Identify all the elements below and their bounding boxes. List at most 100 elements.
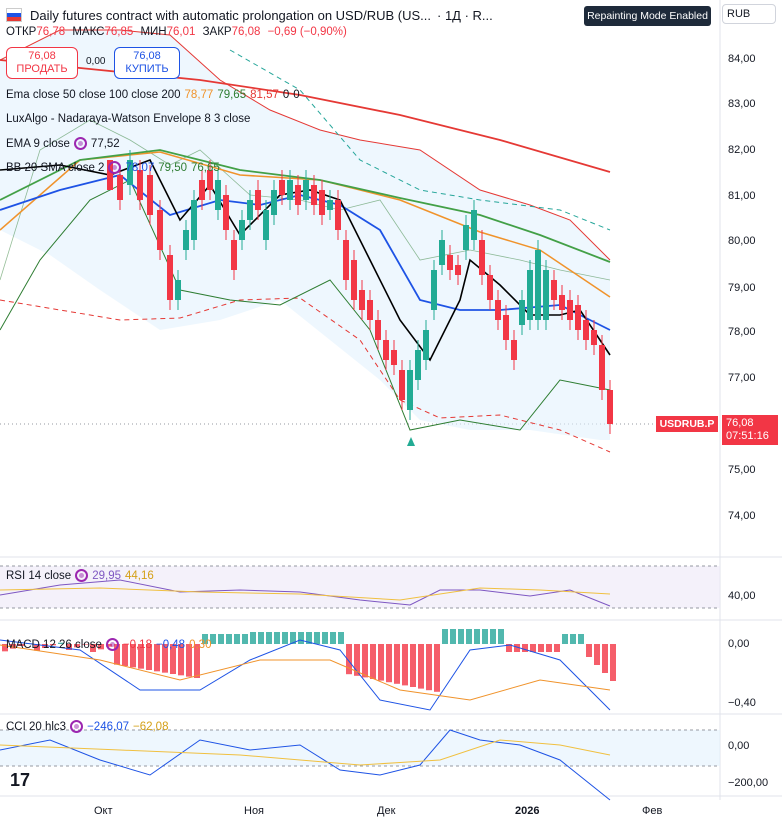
candle — [117, 175, 123, 200]
candle — [207, 170, 213, 190]
candle — [199, 180, 205, 200]
candle — [543, 270, 549, 320]
candle — [583, 320, 589, 340]
candle — [559, 295, 565, 310]
macd-histogram-bar — [58, 642, 64, 644]
close-label: ЗАКР — [202, 26, 232, 38]
open-value: 76,78 — [36, 26, 66, 38]
candle — [439, 240, 445, 265]
candle — [327, 200, 333, 210]
settings-icon[interactable] — [108, 161, 122, 174]
candle — [503, 315, 509, 340]
ohlc-legend: ОТКР76,78 МАКС76,85 МИН76,01 ЗАКР76,08 −… — [6, 26, 351, 38]
currency-label: RUB — [727, 8, 751, 20]
macd-histogram-bar — [410, 644, 416, 687]
settings-icon[interactable] — [75, 569, 89, 582]
macd-histogram-bar — [346, 644, 352, 675]
macd-histogram-bar — [66, 644, 72, 650]
rsi-ma-line — [0, 587, 611, 601]
candle — [407, 370, 413, 410]
macd-histogram-bar — [146, 644, 152, 670]
rsi-axis-label: 40,00 — [728, 590, 756, 602]
time-axis-label: Ноя — [244, 805, 265, 817]
time-axis-label: Фев — [642, 805, 663, 817]
macd-histogram-bar — [362, 644, 368, 678]
repainting-badge: Repainting Mode Enabled — [584, 6, 711, 26]
macd-histogram-bar — [498, 629, 504, 644]
last-price-tag: 76,08 07:51:16 — [722, 415, 778, 445]
price-axis-label: 80,00 — [728, 235, 756, 247]
macd-histogram-bar — [490, 629, 496, 644]
indicator-value: 29,95 — [92, 569, 121, 582]
macd-histogram-bar — [122, 644, 128, 666]
macd-histogram-bar — [426, 644, 432, 691]
macd-histogram-bar — [266, 632, 272, 644]
signal-arrow-icon — [407, 437, 415, 446]
sell-price: 76,08 — [28, 50, 56, 62]
indicator-ema9[interactable]: EMA 9 close 77,52 — [6, 137, 120, 150]
symbol-title[interactable]: Daily futures contract with automatic pr… — [30, 7, 432, 23]
macd-histogram-bar — [330, 632, 336, 644]
macd-histogram-bar — [306, 632, 312, 644]
price-axis-label: 79,00 — [728, 282, 756, 294]
indicator-macd[interactable]: MACD 12 26 close −0,18 −0,48 0,30 — [6, 638, 211, 651]
candle — [479, 240, 485, 275]
indicator-nadaraya-watson[interactable]: LuxAlgo - Nadaraya-Watson Envelope 8 3 c… — [6, 113, 250, 125]
price-axis-label: 75,00 — [728, 464, 756, 476]
indicator-value: 79,50 — [158, 161, 188, 174]
currency-selector[interactable]: RUB — [722, 4, 776, 24]
macd-histogram-bar — [522, 644, 528, 652]
macd-histogram-bar — [610, 644, 616, 681]
macd-histogram-bar — [354, 644, 360, 676]
macd-histogram-bar — [74, 644, 80, 648]
macd-histogram-bar — [210, 634, 216, 644]
macd-histogram-bar — [298, 632, 304, 644]
macd-histogram-bar — [450, 629, 456, 644]
nw-upper-line — [0, 29, 611, 261]
settings-icon[interactable] — [73, 137, 87, 150]
high-label: МАКС — [72, 26, 105, 38]
last-price: 76,08 — [726, 417, 754, 429]
macd-histogram-bar — [162, 644, 168, 673]
macd-histogram-bar — [402, 644, 408, 686]
candle — [463, 225, 469, 250]
macd-histogram-bar — [578, 634, 584, 644]
candle — [367, 300, 373, 320]
macd-histogram-bar — [338, 632, 344, 644]
macd-histogram-bar — [570, 634, 576, 644]
indicator-name: CCI 20 hlc3 — [6, 720, 67, 733]
settings-icon[interactable] — [105, 638, 119, 651]
symbol-interval[interactable]: · 1Д · R... — [437, 7, 493, 23]
indicator-rsi[interactable]: RSI 14 close 29,95 44,16 — [6, 569, 154, 582]
indicator-bollinger[interactable]: BB 20 SMA close 2 78,07 79,50 76,65 — [6, 161, 220, 174]
ema200-line — [0, 59, 611, 173]
buy-button[interactable]: 76,08 КУПИТЬ — [114, 47, 180, 79]
indicator-value: 0 — [282, 89, 290, 101]
spread-value: 0,00 — [86, 56, 106, 67]
candle — [471, 210, 477, 240]
sell-button[interactable]: 76,08 ПРОДАТЬ — [6, 47, 78, 79]
cci-axis-label: −200,00 — [728, 777, 769, 789]
macd-histogram-bar — [242, 634, 248, 644]
macd-histogram-bar — [114, 644, 120, 665]
indicator-ema-ribbon[interactable]: Ema close 50 close 100 close 200 78,77 7… — [6, 89, 300, 101]
indicator-name: Ema close 50 close 100 close 200 — [6, 89, 181, 101]
candle — [567, 300, 573, 320]
settings-icon[interactable] — [70, 720, 84, 733]
candle — [175, 280, 181, 300]
candle — [399, 370, 405, 400]
macd-histogram-bar — [218, 634, 224, 644]
macd-histogram-bar — [434, 644, 440, 692]
buy-label: КУПИТЬ — [125, 63, 169, 75]
macd-histogram-bar — [466, 629, 472, 644]
rsi-line — [0, 579, 611, 607]
candle — [335, 200, 341, 230]
macd-histogram-bar — [202, 634, 208, 644]
candle — [295, 185, 301, 205]
indicator-value: 78,07 — [125, 161, 155, 174]
indicator-name: RSI 14 close — [6, 569, 72, 582]
indicator-cci[interactable]: CCI 20 hlc3 −246,07 −62,08 — [6, 720, 168, 733]
candle — [147, 175, 153, 215]
candle — [391, 350, 397, 365]
